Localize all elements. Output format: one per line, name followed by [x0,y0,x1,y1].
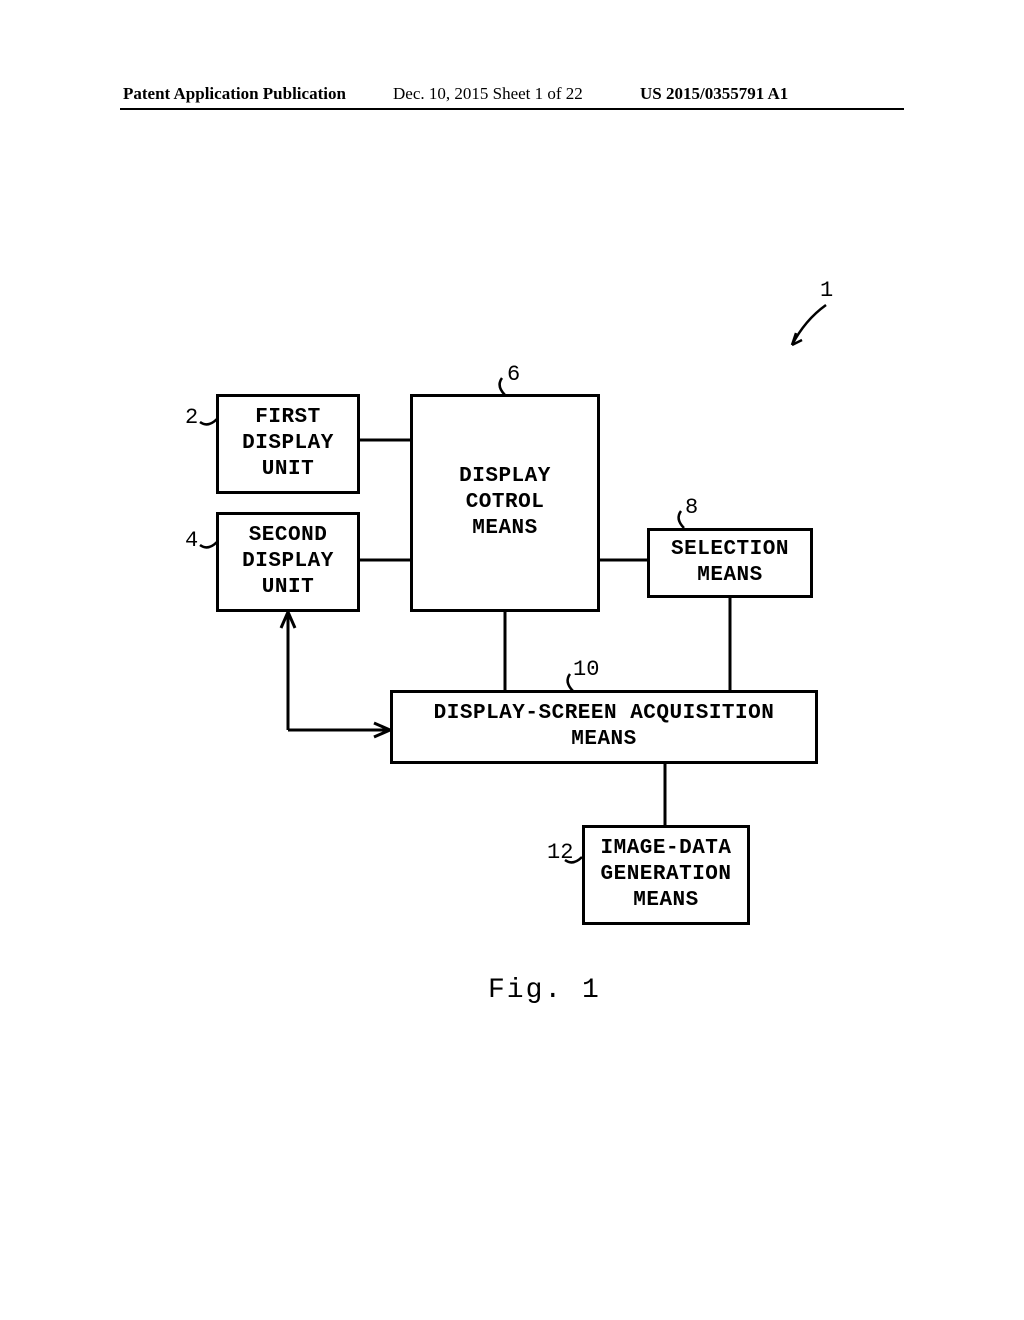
figure-caption: Fig. 1 [488,975,601,1006]
connector-lines [0,0,1024,1320]
page: Patent Application Publication Dec. 10, … [0,0,1024,1320]
block-diagram: 1 6 2 4 8 10 12 [0,0,1024,1320]
